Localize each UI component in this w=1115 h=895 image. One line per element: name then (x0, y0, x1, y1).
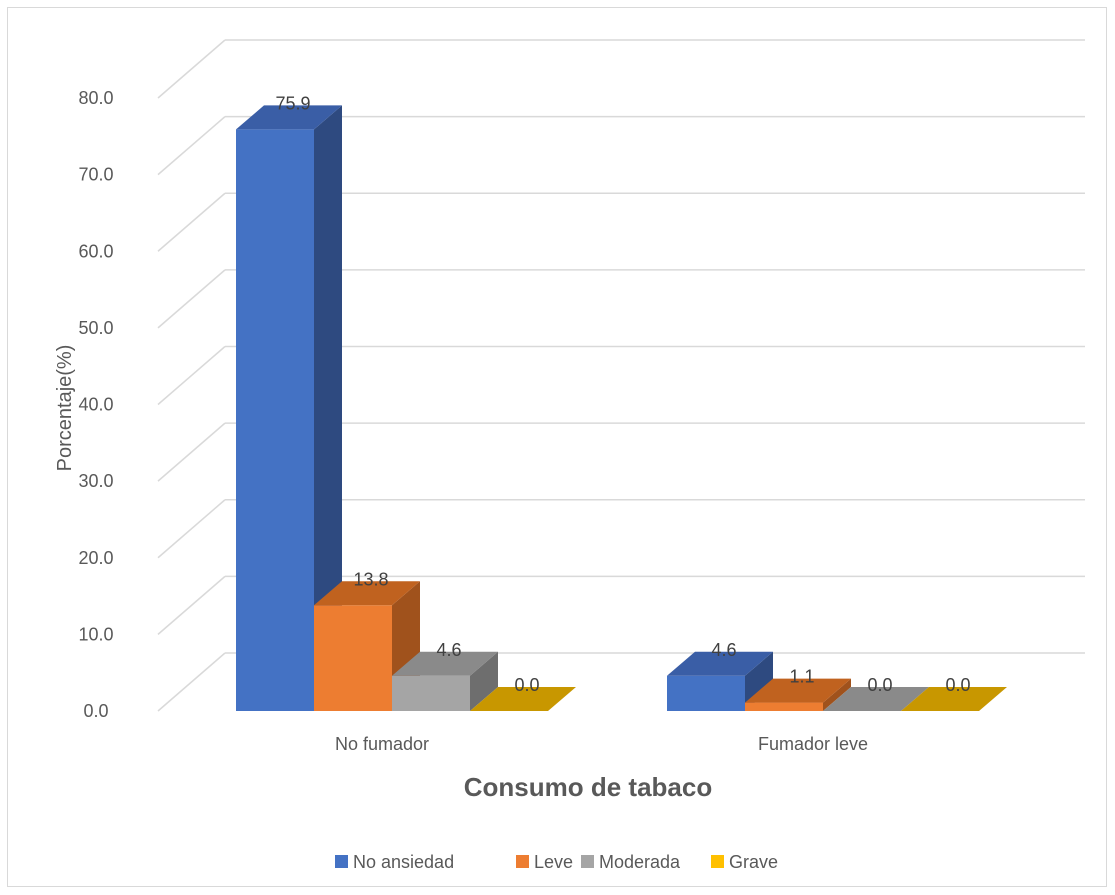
bar-top (314, 581, 420, 606)
legend-label: No ansiedad (353, 852, 454, 872)
y-tick-label: 80.0 (78, 88, 113, 108)
y-tick-label: 60.0 (78, 241, 113, 261)
bar-side (745, 651, 773, 711)
bars-layer (236, 105, 1007, 711)
bar-front (392, 675, 470, 711)
legend-label: Grave (729, 852, 778, 872)
legend-swatch (711, 855, 724, 868)
y-tick-label: 20.0 (78, 548, 113, 568)
bar-side (314, 105, 342, 711)
data-label: 13.8 (353, 569, 388, 589)
data-label: 4.6 (711, 640, 736, 660)
x-axis-label: Consumo de tabaco (464, 772, 712, 802)
gridline-depth (157, 575, 226, 635)
data-label: 0.0 (867, 675, 892, 695)
chart-frame: 0.0 10.0 20.0 30.0 40.0 50.0 60.0 70.0 80.0 No fu… (7, 7, 1107, 887)
legend-swatch (335, 855, 348, 868)
y-tick-label: 30.0 (78, 471, 113, 491)
legend-swatch (581, 855, 594, 868)
data-label: 1.1 (789, 667, 814, 687)
bar-side (823, 678, 851, 711)
y-tick-label: 50.0 (78, 318, 113, 338)
labels-layer: 0.0 10.0 20.0 30.0 40.0 50.0 60.0 70.0 80.0 No fu… (78, 88, 970, 754)
y-tick-label: 40.0 (78, 395, 113, 415)
bar-front (236, 129, 314, 711)
bar-top (901, 687, 1007, 711)
bar-front (745, 702, 823, 711)
bar-top (392, 651, 498, 676)
bar-chart: 0.0 10.0 20.0 30.0 40.0 50.0 60.0 70.0 80.0 No fu… (54, 39, 1085, 872)
gridline-depth (157, 422, 226, 482)
y-tick-label: 70.0 (78, 165, 113, 185)
bar-front (314, 605, 392, 711)
legend: No ansiedad Leve Moderada Grave (335, 852, 778, 872)
gridline-depth (157, 39, 226, 99)
data-label: 75.9 (275, 93, 310, 113)
legend-swatch (516, 855, 529, 868)
gridline-depth (157, 499, 226, 559)
bar-top (667, 651, 773, 676)
data-label: 0.0 (514, 675, 539, 695)
bar-side (470, 651, 498, 711)
gridline-depth (157, 345, 226, 406)
gridline-depth (157, 116, 226, 176)
bar-front (667, 675, 745, 711)
legend-label: Moderada (599, 852, 681, 872)
gridline-depth (157, 269, 226, 329)
data-label: 4.6 (436, 640, 461, 660)
x-tick-label: No fumador (335, 734, 429, 754)
data-label: 0.0 (945, 675, 970, 695)
gridline-depth (157, 652, 226, 712)
legend-label: Leve (534, 852, 573, 872)
x-tick-label: Fumador leve (758, 734, 868, 754)
bar-top (470, 687, 576, 711)
y-axis-label: Porcentaje(%) (54, 345, 76, 472)
grid-layer (157, 39, 1085, 712)
bar-top (745, 678, 851, 703)
bar-top (236, 105, 342, 130)
y-tick-label: 10.0 (78, 624, 113, 644)
gridline-depth (157, 192, 226, 252)
y-tick-label: 0.0 (83, 701, 108, 721)
bar-top (823, 687, 929, 711)
